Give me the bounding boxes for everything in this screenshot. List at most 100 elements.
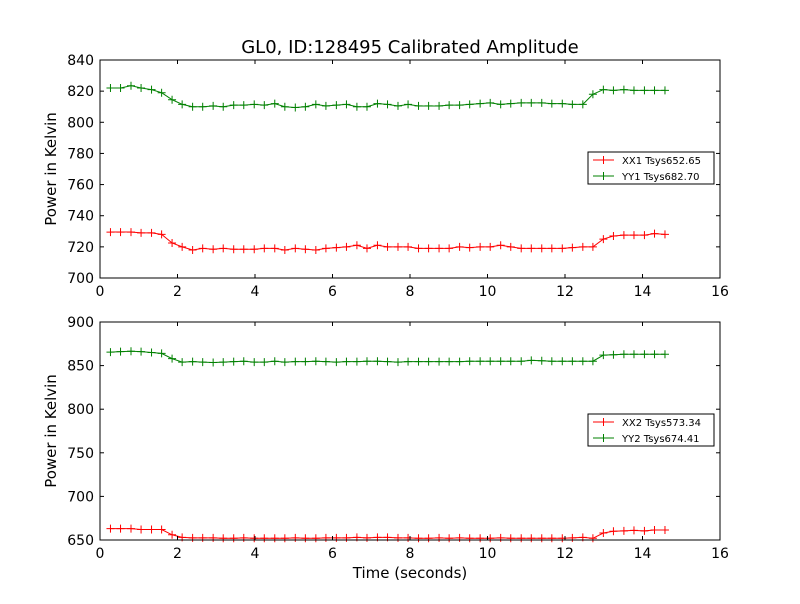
x-tick-label: 14 bbox=[634, 284, 652, 300]
data-point bbox=[527, 244, 536, 253]
x-tick-label: 16 bbox=[711, 284, 729, 300]
data-point bbox=[547, 244, 556, 253]
data-point bbox=[342, 242, 351, 251]
x-tick-label: 6 bbox=[328, 284, 337, 300]
data-point bbox=[424, 101, 433, 110]
data-point bbox=[198, 102, 207, 111]
data-point bbox=[239, 245, 248, 254]
data-point bbox=[383, 242, 392, 251]
x-tick-label: 0 bbox=[96, 546, 105, 562]
data-point bbox=[486, 98, 495, 107]
data-point bbox=[527, 534, 536, 543]
data-point bbox=[568, 357, 577, 366]
data-point bbox=[157, 349, 166, 358]
data-point bbox=[280, 534, 289, 543]
legend-label: YY2 Tsys674.41 bbox=[621, 434, 700, 445]
data-point bbox=[435, 533, 444, 542]
data-point bbox=[435, 101, 444, 110]
data-point bbox=[660, 86, 669, 95]
data-point bbox=[198, 533, 207, 542]
subplots: 0 2 4 6 8 10 12 14 16700720740760780800820840Pow… bbox=[42, 53, 729, 562]
data-point bbox=[147, 228, 156, 237]
data-point bbox=[547, 357, 556, 366]
data-point bbox=[178, 242, 187, 251]
data-point bbox=[609, 231, 618, 240]
data-point bbox=[373, 99, 382, 108]
data-point bbox=[362, 102, 371, 111]
data-point bbox=[568, 533, 577, 542]
data-point bbox=[629, 350, 638, 359]
x-tick-label: 2 bbox=[173, 546, 182, 562]
data-point bbox=[137, 228, 146, 237]
y-axis-label: Power in Kelvin bbox=[42, 112, 60, 226]
data-point bbox=[558, 99, 567, 108]
data-point bbox=[127, 228, 135, 237]
x-tick-label: 12 bbox=[556, 546, 574, 562]
data-point bbox=[619, 85, 628, 94]
data-point bbox=[424, 534, 433, 543]
data-point bbox=[404, 357, 413, 366]
data-point bbox=[588, 357, 597, 366]
x-tick-label: 8 bbox=[406, 546, 415, 562]
data-point bbox=[640, 231, 649, 240]
data-point bbox=[168, 354, 177, 363]
data-point bbox=[280, 358, 289, 367]
data-point bbox=[650, 86, 659, 95]
data-point bbox=[280, 245, 289, 254]
data-point bbox=[311, 357, 320, 366]
legend-label: XX2 Tsys573.34 bbox=[622, 418, 701, 429]
y-tick-label: 840 bbox=[67, 53, 94, 69]
data-point bbox=[229, 534, 238, 543]
data-point bbox=[209, 533, 218, 542]
data-point bbox=[168, 238, 177, 247]
legend-marker bbox=[599, 418, 608, 426]
x-tick-label: 14 bbox=[634, 546, 652, 562]
data-point bbox=[517, 357, 526, 366]
data-point bbox=[496, 357, 505, 366]
data-point bbox=[106, 524, 115, 533]
data-point bbox=[352, 241, 361, 250]
data-point bbox=[270, 99, 279, 108]
subplot-2: 0 2 4 6 8 10 12 14 16 650 700 750 800 850 900 Power in … bbox=[42, 315, 729, 562]
data-point bbox=[496, 241, 505, 250]
data-point bbox=[321, 244, 330, 253]
legend-marker bbox=[599, 172, 608, 180]
y-tick-label: 720 bbox=[67, 240, 94, 256]
x-tick-label: 12 bbox=[556, 284, 574, 300]
data-point bbox=[629, 86, 638, 95]
data-point bbox=[465, 100, 474, 109]
data-point bbox=[465, 243, 474, 252]
data-point bbox=[527, 356, 536, 365]
legend: XX1 Tsys652.65 YY1 Tsys682.70 bbox=[587, 151, 715, 185]
data-point bbox=[496, 533, 505, 542]
data-point bbox=[301, 534, 310, 543]
data-point bbox=[424, 357, 433, 366]
legend-label: YY1 Tsys682.70 bbox=[621, 172, 700, 183]
x-tick-label: 0 bbox=[96, 284, 105, 300]
data-point bbox=[599, 235, 608, 244]
data-point bbox=[260, 101, 269, 110]
data-point bbox=[558, 244, 567, 253]
data-point bbox=[219, 102, 228, 111]
data-point bbox=[578, 100, 587, 109]
data-point bbox=[599, 85, 608, 94]
y-tick-label: 800 bbox=[67, 402, 94, 418]
data-point bbox=[660, 525, 669, 534]
data-point bbox=[445, 244, 454, 253]
data-point bbox=[311, 245, 320, 254]
legend: XX2 Tsys573.34 YY2 Tsys674.41 bbox=[587, 413, 715, 447]
data-point bbox=[640, 350, 649, 359]
data-point bbox=[465, 357, 474, 366]
data-point bbox=[332, 533, 341, 542]
data-point bbox=[568, 243, 577, 252]
data-point bbox=[609, 527, 618, 536]
data-point bbox=[383, 357, 392, 366]
series-2 bbox=[106, 347, 669, 367]
data-point bbox=[280, 102, 289, 111]
data-point bbox=[588, 534, 597, 543]
data-point bbox=[229, 101, 238, 110]
y-tick-label: 750 bbox=[67, 446, 94, 462]
data-point bbox=[599, 529, 608, 538]
data-point bbox=[588, 90, 597, 99]
